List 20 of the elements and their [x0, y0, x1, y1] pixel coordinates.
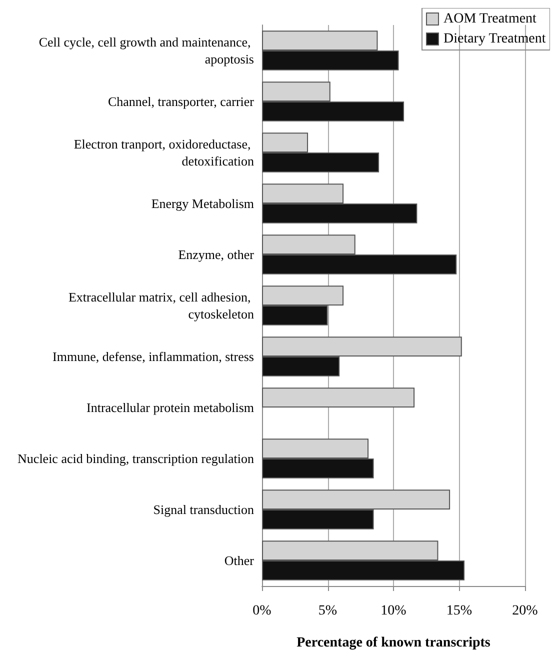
x-tick-label: 5%: [318, 604, 338, 618]
y-tick-label: Immune, defense, inflammation, stress: [52, 349, 254, 364]
x-axis-title: Percentage of known transcripts: [296, 636, 491, 650]
y-tick-label: Extracellular matrix, cell adhesion, cytoskeleton: [68, 290, 254, 322]
x-tick-label: 20%: [512, 604, 538, 618]
y-tick-label: Other: [224, 553, 255, 568]
legend-label: Dietary Treatment: [443, 32, 546, 46]
bar: [262, 388, 415, 408]
y-tick-label: Energy Metabolism: [151, 196, 254, 211]
y-tick-label: Channel, transporter, carrier: [108, 94, 255, 109]
y-tick-label: Enzyme, other: [178, 247, 255, 262]
y-tick-label: Intracellular protein metabolism: [86, 400, 254, 415]
y-tick-label: Nucleic acid binding, transcription regulation: [18, 451, 254, 466]
x-tick-label: 15%: [446, 604, 472, 618]
y-tick-label: Signal transduction: [153, 502, 254, 517]
x-tick-label: 0%: [252, 604, 272, 618]
y-tick-label: Cell cycle, cell growth and maintenance, apoptosis: [38, 34, 254, 66]
y-tick-label: Electron tranport, oxidoreductase, detoxification: [74, 136, 254, 168]
legend-label: AOM Treatment: [443, 12, 537, 26]
x-tick-label: 10%: [380, 604, 407, 618]
